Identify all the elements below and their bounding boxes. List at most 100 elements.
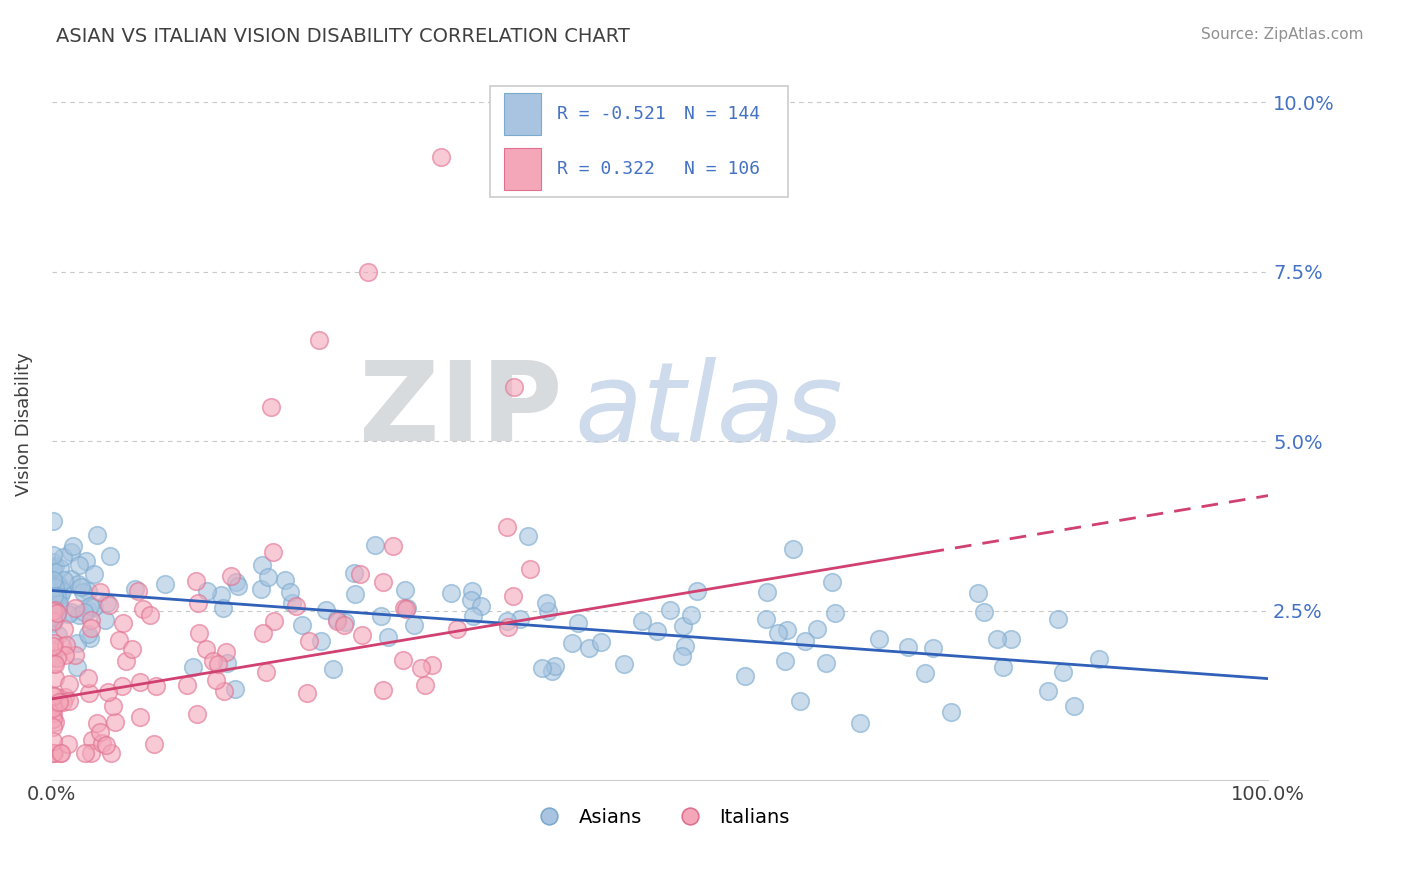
Point (44, 689, 66, 703)
Point (52, 694, 75, 708)
Point (42, 561, 65, 575)
Point (371, 682, 394, 697)
Point (111, 679, 134, 693)
Point (503, 380, 526, 394)
Point (44, 657, 66, 672)
Point (260, 401, 283, 415)
Point (48, 581, 70, 595)
Point (226, 578, 249, 592)
Point (42, 651, 65, 665)
Point (821, 575, 844, 590)
Point (145, 679, 167, 693)
Point (77, 685, 100, 699)
Point (502, 589, 524, 603)
Point (322, 662, 344, 676)
Point (395, 601, 418, 615)
Point (540, 665, 562, 679)
Point (814, 656, 837, 670)
Point (430, 150, 453, 164)
Point (534, 596, 557, 610)
Point (939, 705, 962, 719)
Point (188, 626, 211, 640)
Point (187, 596, 209, 610)
Point (124, 582, 146, 597)
Point (274, 573, 297, 587)
Point (51, 584, 73, 599)
Point (59, 605, 82, 619)
Point (155, 577, 177, 591)
Point (103, 698, 125, 713)
Point (44, 603, 66, 617)
Point (793, 633, 815, 648)
Point (65, 660, 87, 674)
Point (671, 648, 693, 663)
Point (53, 573, 76, 587)
Text: N = 144: N = 144 (685, 105, 761, 123)
Y-axis label: Vision Disability: Vision Disability (15, 352, 32, 496)
Point (686, 583, 709, 598)
Point (42, 706, 65, 720)
Point (219, 569, 242, 583)
Point (420, 657, 443, 672)
Point (212, 601, 235, 615)
Point (72, 605, 94, 619)
Point (46, 651, 69, 665)
Point (42, 601, 65, 615)
Point (186, 706, 208, 721)
Point (42, 712, 65, 726)
Point (42, 615, 65, 630)
Point (993, 659, 1015, 673)
Point (129, 709, 152, 723)
Point (561, 636, 583, 650)
Point (868, 632, 890, 646)
Point (333, 618, 356, 632)
Point (96, 738, 118, 752)
Point (357, 265, 380, 279)
Point (973, 605, 995, 619)
Point (914, 666, 936, 681)
Point (86, 528, 108, 542)
Point (284, 599, 307, 614)
Point (370, 609, 392, 624)
Point (42, 746, 65, 760)
Point (1047, 612, 1070, 626)
Point (112, 616, 135, 631)
Text: R = 0.322: R = 0.322 (557, 160, 654, 178)
Point (42, 609, 65, 624)
Point (46, 608, 69, 623)
Point (679, 607, 702, 622)
Point (461, 584, 484, 599)
Point (176, 678, 198, 692)
Point (66, 635, 89, 649)
Point (224, 681, 246, 696)
Point (139, 608, 162, 623)
Text: ASIAN VS ITALIAN VISION DISABILITY CORRELATION CHART: ASIAN VS ITALIAN VISION DISABILITY CORRE… (56, 27, 630, 45)
Point (440, 585, 463, 599)
Point (672, 619, 695, 633)
Point (48, 600, 70, 615)
Point (42, 701, 65, 715)
Point (75, 554, 97, 568)
Point (673, 639, 696, 653)
Point (496, 520, 519, 534)
Point (516, 528, 538, 542)
Point (205, 673, 228, 687)
Point (42, 615, 65, 629)
Point (1088, 652, 1111, 666)
Point (250, 558, 273, 572)
Point (402, 617, 425, 632)
Point (415, 678, 437, 692)
Point (291, 617, 314, 632)
Point (66, 577, 89, 591)
Point (56, 737, 79, 751)
Point (371, 574, 394, 589)
Point (470, 599, 492, 614)
Point (72, 585, 94, 599)
Point (80, 613, 103, 627)
Point (42, 573, 65, 587)
Point (60, 572, 83, 586)
Point (142, 737, 165, 751)
Point (108, 632, 131, 647)
Point (252, 626, 274, 640)
Point (44, 580, 66, 594)
